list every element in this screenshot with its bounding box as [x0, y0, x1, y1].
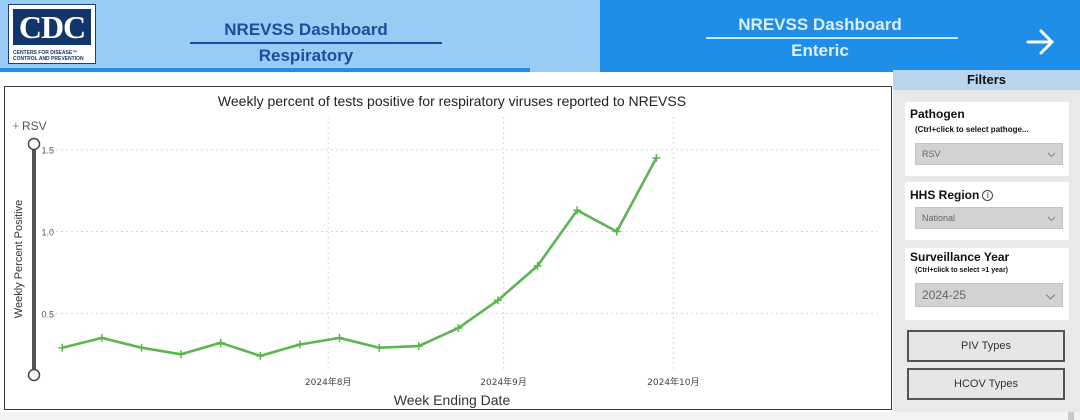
y-axis-label: Weekly Percent Positive: [13, 200, 25, 318]
hhs-region-label-text: HHS Region: [910, 188, 980, 202]
page-bottom-strip: [0, 412, 1080, 420]
data-point[interactable]: [454, 324, 463, 333]
y-tick-label: 0.5: [41, 309, 54, 319]
pathogen-select-value: RSV: [922, 149, 941, 159]
surveillance-year-filter-card: Surveillance Year (Ctrl+click to select …: [905, 248, 1069, 320]
cdc-logo-subtitle-1: CENTERS FOR DISEASE™: [13, 50, 78, 56]
hhs-region-select[interactable]: National: [915, 207, 1063, 229]
data-point[interactable]: [493, 296, 502, 305]
data-point[interactable]: [375, 343, 384, 352]
chevron-down-icon: [1045, 294, 1056, 300]
header-underline-gap: [530, 68, 600, 72]
hhs-region-label: HHS Region i: [910, 188, 994, 202]
cdc-logo-mark: CDC: [13, 9, 91, 45]
y-tick-label: 1.5: [41, 146, 54, 156]
header-bar: CDC CENTERS FOR DISEASE™ CONTROL AND PRE…: [0, 0, 1080, 72]
scrollbar-thumb[interactable]: [1068, 412, 1074, 420]
header-left-band: [0, 0, 600, 72]
zoom-slider-bottom-handle[interactable]: [27, 368, 41, 382]
hhs-region-select-value: National: [922, 213, 956, 223]
hcov-types-button[interactable]: HCOV Types: [907, 368, 1065, 400]
data-point[interactable]: [533, 261, 542, 270]
data-point[interactable]: [414, 342, 423, 351]
legend-marker-icon: +: [12, 118, 20, 133]
surveillance-year-select-value: 2024-25: [922, 288, 967, 302]
nav-enteric-divider: [706, 37, 958, 39]
data-point[interactable]: [137, 343, 146, 352]
cdc-logo: CDC CENTERS FOR DISEASE™ CONTROL AND PRE…: [8, 4, 96, 64]
pathogen-select[interactable]: RSV: [915, 143, 1063, 165]
chart-tick-labels: 0.5 1.0 1.5 2024年8月 2024年9月 2024年10月: [41, 146, 699, 388]
data-point[interactable]: [256, 351, 265, 360]
piv-types-button[interactable]: PIV Types: [907, 330, 1065, 362]
surveillance-year-select[interactable]: 2024-25: [915, 283, 1063, 307]
nav-respiratory-title[interactable]: NREVSS Dashboard: [224, 20, 388, 39]
series-line-rsv[interactable]: [61, 157, 658, 358]
chart-legend[interactable]: + RSV: [12, 118, 47, 133]
chevron-down-icon: [1047, 152, 1056, 158]
filters-title: Filters: [893, 70, 1080, 90]
legend-label-rsv: RSV: [22, 119, 47, 133]
pathogen-hint: (Ctrl+click to select pathoge...: [915, 125, 1029, 134]
data-point[interactable]: [295, 340, 304, 349]
data-point[interactable]: [652, 153, 661, 162]
data-point[interactable]: [335, 333, 344, 342]
surveillance-year-hint: (Ctrl+click to select >1 year): [915, 267, 1008, 274]
data-point[interactable]: [177, 350, 186, 359]
y-tick-label: 1.0: [41, 228, 54, 238]
surveillance-year-label: Surveillance Year: [910, 250, 1010, 264]
chart-gridlines: [51, 117, 877, 369]
chart-series: [58, 153, 661, 360]
data-point[interactable]: [97, 333, 106, 342]
nav-enteric-title[interactable]: NREVSS Dashboard: [738, 15, 902, 34]
x-tick-label: 2024年9月: [480, 376, 527, 388]
header-right-band: [600, 0, 1080, 72]
data-point[interactable]: [573, 206, 582, 215]
line-chart: Weekly percent of tests positive for res…: [12, 93, 877, 408]
zoom-slider[interactable]: [27, 137, 41, 382]
filters-panel: Filters Pathogen (Ctrl+click to select p…: [893, 70, 1080, 412]
arrow-right-icon: [1026, 29, 1054, 55]
chart-title: Weekly percent of tests positive for res…: [218, 93, 686, 109]
nav-enteric-subtitle[interactable]: Enteric: [791, 41, 849, 60]
x-axis-label: Week Ending Date: [394, 392, 511, 408]
next-page-button[interactable]: [1018, 22, 1062, 62]
chart-panel: Weekly percent of tests positive for res…: [4, 86, 892, 410]
header-underline-band: [0, 68, 600, 72]
pathogen-filter-card: Pathogen (Ctrl+click to select pathoge..…: [905, 102, 1069, 176]
data-point[interactable]: [216, 338, 225, 347]
info-icon[interactable]: i: [982, 190, 994, 201]
zoom-slider-top-handle[interactable]: [27, 137, 41, 151]
chevron-down-icon: [1047, 216, 1056, 222]
x-tick-label: 2024年10月: [647, 376, 699, 388]
hhs-region-filter-card: HHS Region i National: [905, 182, 1069, 240]
nav-respiratory-divider: [190, 42, 442, 44]
pathogen-label: Pathogen: [910, 107, 965, 121]
data-point[interactable]: [58, 343, 67, 352]
x-tick-label: 2024年8月: [305, 376, 352, 388]
nav-respiratory-subtitle[interactable]: Respiratory: [258, 46, 354, 65]
data-point[interactable]: [612, 227, 621, 236]
cdc-logo-subtitle-2: CONTROL AND PREVENTION: [13, 56, 84, 62]
